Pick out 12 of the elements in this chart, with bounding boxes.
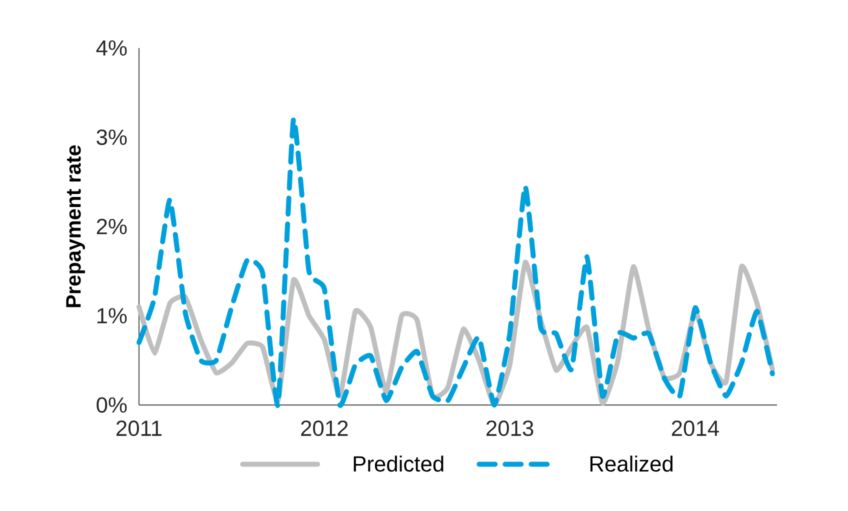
y-tick-label: 1% [97, 308, 127, 324]
x-tick-label: 2013 [486, 420, 534, 436]
y-tick-label: 2% [96, 218, 127, 234]
y-axis-title: Prepayment rate [66, 145, 85, 308]
x-tick-label: 2011 [116, 420, 162, 436]
legend-label: Predicted [354, 456, 444, 472]
y-tick-label: 4% [96, 40, 127, 56]
y-tick-label: 0% [96, 397, 127, 413]
y-tick-label: 3% [96, 129, 127, 146]
x-tick-label: 2012 [301, 420, 348, 436]
legend-label: Realized [590, 456, 673, 472]
x-tick-label: 2014 [672, 420, 719, 436]
